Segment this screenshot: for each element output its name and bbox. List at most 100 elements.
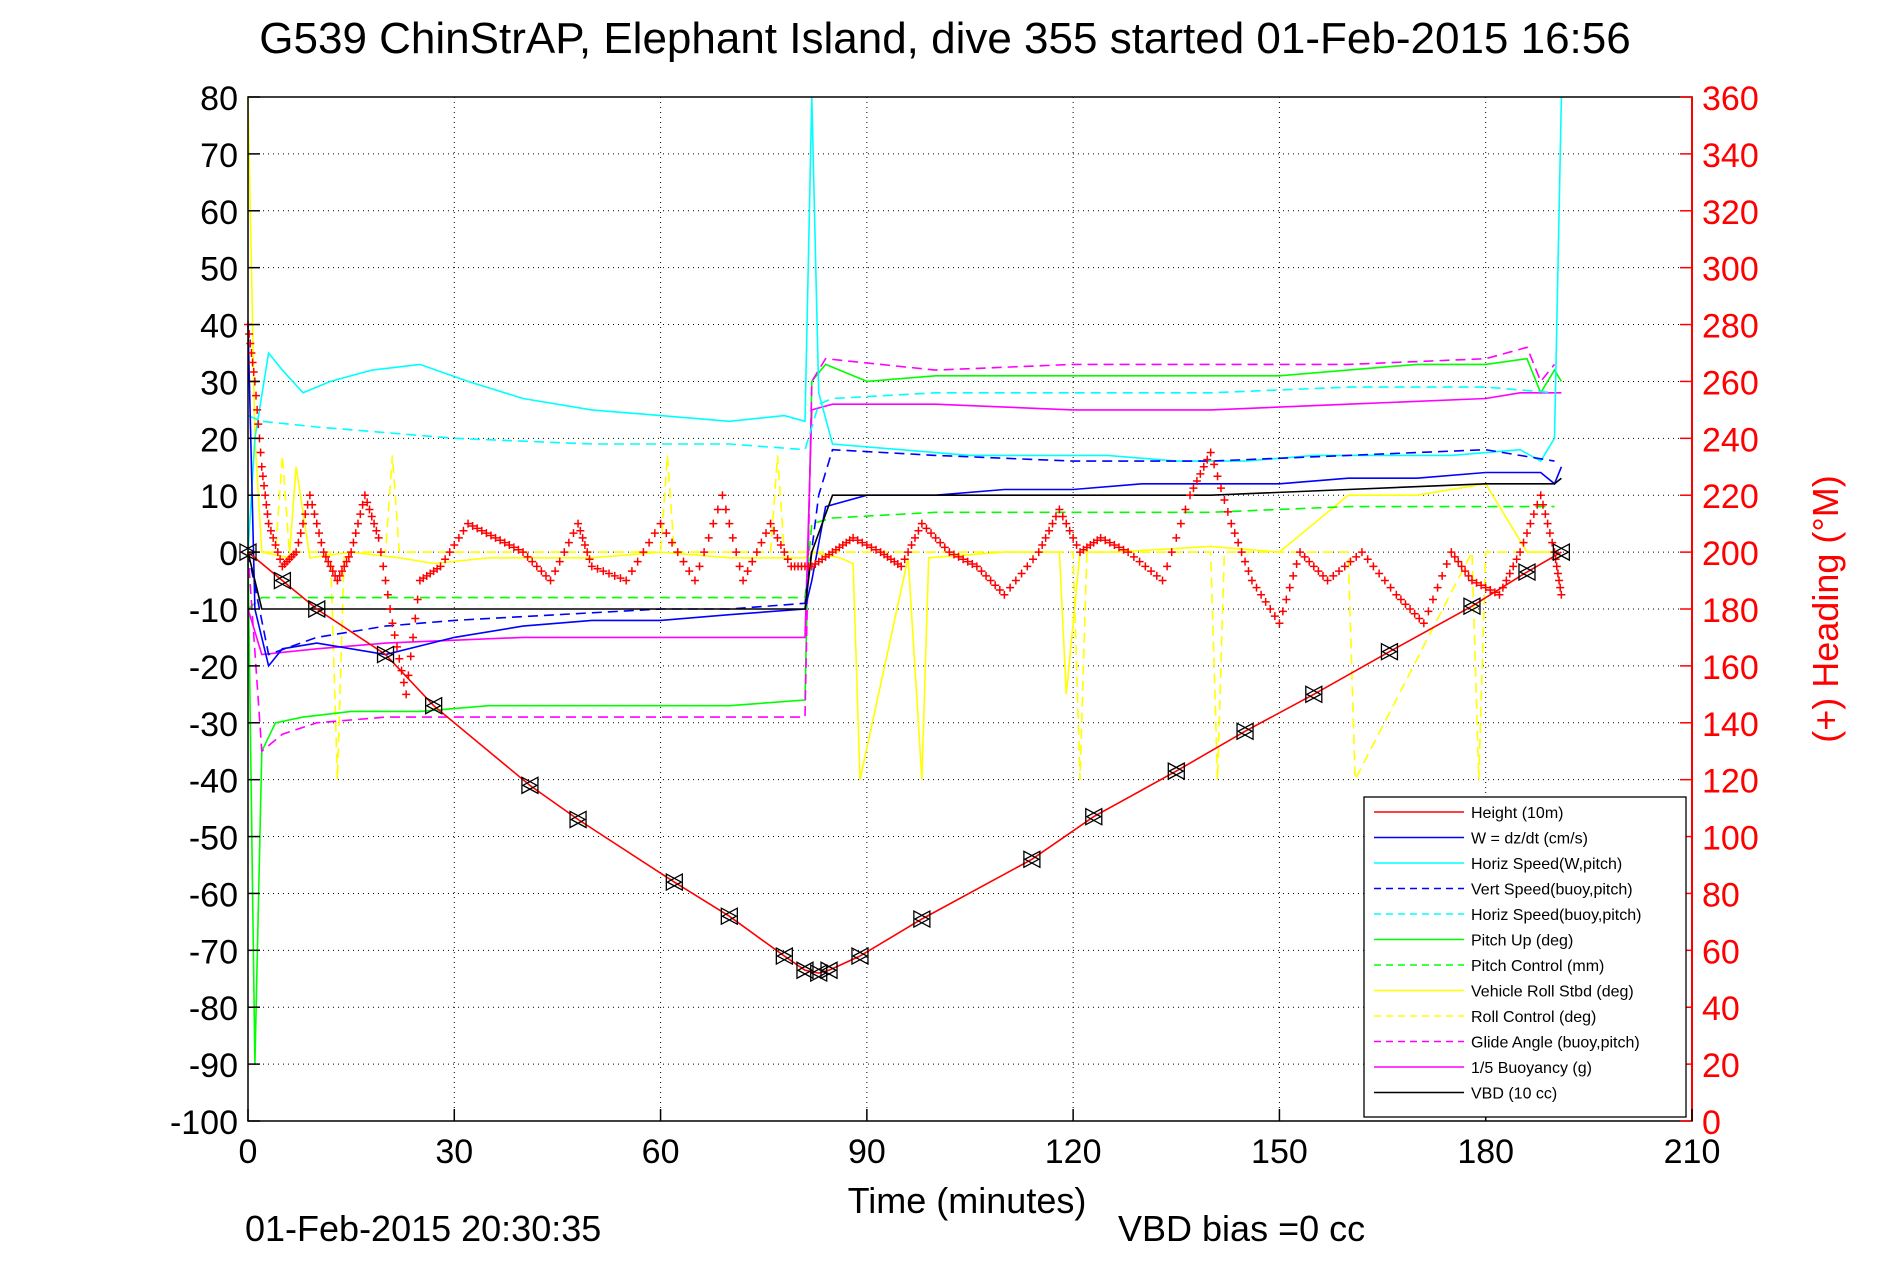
heading-point: [356, 510, 365, 519]
heading-point: [1261, 597, 1270, 606]
left-tick-label: -20: [189, 649, 238, 687]
heading-point: [349, 538, 358, 547]
heading-point: [296, 529, 305, 538]
heading-point: [1309, 562, 1318, 571]
heading-point: [910, 533, 919, 542]
x-tick-label: 0: [239, 1133, 258, 1171]
heading-point: [1257, 590, 1266, 599]
heading-point: [1522, 529, 1531, 538]
heading-point: [587, 562, 596, 571]
heading-point: [328, 567, 337, 576]
legend-label: 1/5 Buoyancy (g): [1471, 1060, 1592, 1077]
left-tick-label: -40: [189, 763, 238, 801]
heading-point: [1545, 529, 1554, 538]
height-marker: [820, 961, 838, 980]
x-tick-label: 210: [1664, 1133, 1721, 1171]
heading-point: [249, 367, 258, 376]
heading-point: [1237, 548, 1246, 557]
height-marker: [521, 776, 539, 795]
heading-point: [569, 529, 578, 538]
heading-point: [372, 526, 381, 535]
series-line-1: [247, 324, 1563, 668]
heading-point: [1380, 576, 1389, 585]
heading-point: [500, 538, 509, 547]
right-tick-label: 180: [1702, 592, 1759, 630]
right-tick-label: 360: [1702, 80, 1759, 118]
legend-box: [1363, 796, 1687, 1118]
heading-point: [1266, 605, 1275, 613]
heading-point: [732, 548, 741, 557]
heading-point: [1467, 576, 1476, 585]
height-marker: [720, 907, 738, 926]
right-tick-label: 160: [1702, 649, 1759, 687]
heading-point: [610, 571, 619, 580]
heading-point: [1096, 533, 1105, 542]
heading-point: [564, 538, 573, 547]
heading-point: [509, 543, 518, 552]
heading-point: [668, 538, 677, 547]
right-tick-label: 0: [1702, 1104, 1721, 1142]
heading-point: [1223, 507, 1232, 516]
heading-point: [1486, 586, 1495, 595]
heading-point: [317, 538, 326, 547]
right-tick-label: 200: [1702, 535, 1759, 573]
heading-point: [695, 562, 704, 571]
heading-point: [585, 555, 594, 564]
heading-point: [1147, 567, 1156, 576]
right-tick-label: 220: [1702, 478, 1759, 516]
heading-point: [374, 533, 383, 542]
heading-point: [1017, 569, 1026, 578]
heading-point: [1438, 571, 1447, 580]
heading-point: [1541, 510, 1550, 519]
heading-point: [1110, 541, 1119, 549]
heading-point: [482, 529, 491, 538]
heading-point: [312, 519, 321, 528]
heading-point: [1023, 562, 1032, 571]
x-tick-label: 120: [1045, 1133, 1102, 1171]
heading-point: [968, 559, 977, 568]
heading-point: [766, 519, 775, 528]
heading-point: [1516, 548, 1525, 557]
heading-point: [505, 541, 514, 549]
heading-point: [1227, 519, 1236, 528]
heading-point: [266, 526, 275, 535]
heading-point: [645, 538, 654, 547]
heading-point: [872, 545, 881, 554]
height-marker: [1167, 762, 1185, 781]
heading-point: [450, 541, 459, 549]
heading-point: [1199, 462, 1208, 471]
heading-point: [1129, 552, 1138, 561]
height-marker: [1023, 850, 1041, 869]
height-marker: [796, 961, 814, 980]
footer-timestamp: 01-Feb-2015 20:30:35: [245, 1208, 601, 1249]
heading-point: [1189, 484, 1198, 493]
left-tick-label: -80: [189, 990, 238, 1028]
heading-point: [616, 574, 625, 583]
legend-label: Pitch Control (mm): [1471, 958, 1604, 975]
heading-point: [1481, 583, 1490, 592]
heading-point: [1186, 491, 1195, 500]
heading-point: [622, 576, 631, 585]
heading-point: [326, 562, 335, 571]
heading-point: [1278, 607, 1287, 616]
heading-point: [367, 512, 376, 521]
heading-point: [1386, 583, 1395, 592]
heading-point: [519, 548, 528, 557]
heading-point: [1502, 576, 1511, 585]
heading-point: [365, 505, 374, 514]
heading-point: [922, 524, 931, 533]
heading-point: [546, 576, 555, 585]
heading-point: [1323, 576, 1332, 585]
heading-point: [709, 519, 718, 528]
heading-point: [1210, 460, 1219, 469]
heading-point: [333, 576, 342, 585]
heading-point: [402, 690, 411, 699]
heading-point: [1062, 519, 1071, 528]
heading-point: [1069, 533, 1078, 542]
heading-point: [1152, 571, 1161, 580]
left-tick-label: 80: [200, 80, 238, 118]
heading-point: [605, 569, 613, 578]
heading-point: [1176, 519, 1185, 528]
heading-point: [308, 500, 317, 509]
heading-point: [927, 529, 936, 538]
